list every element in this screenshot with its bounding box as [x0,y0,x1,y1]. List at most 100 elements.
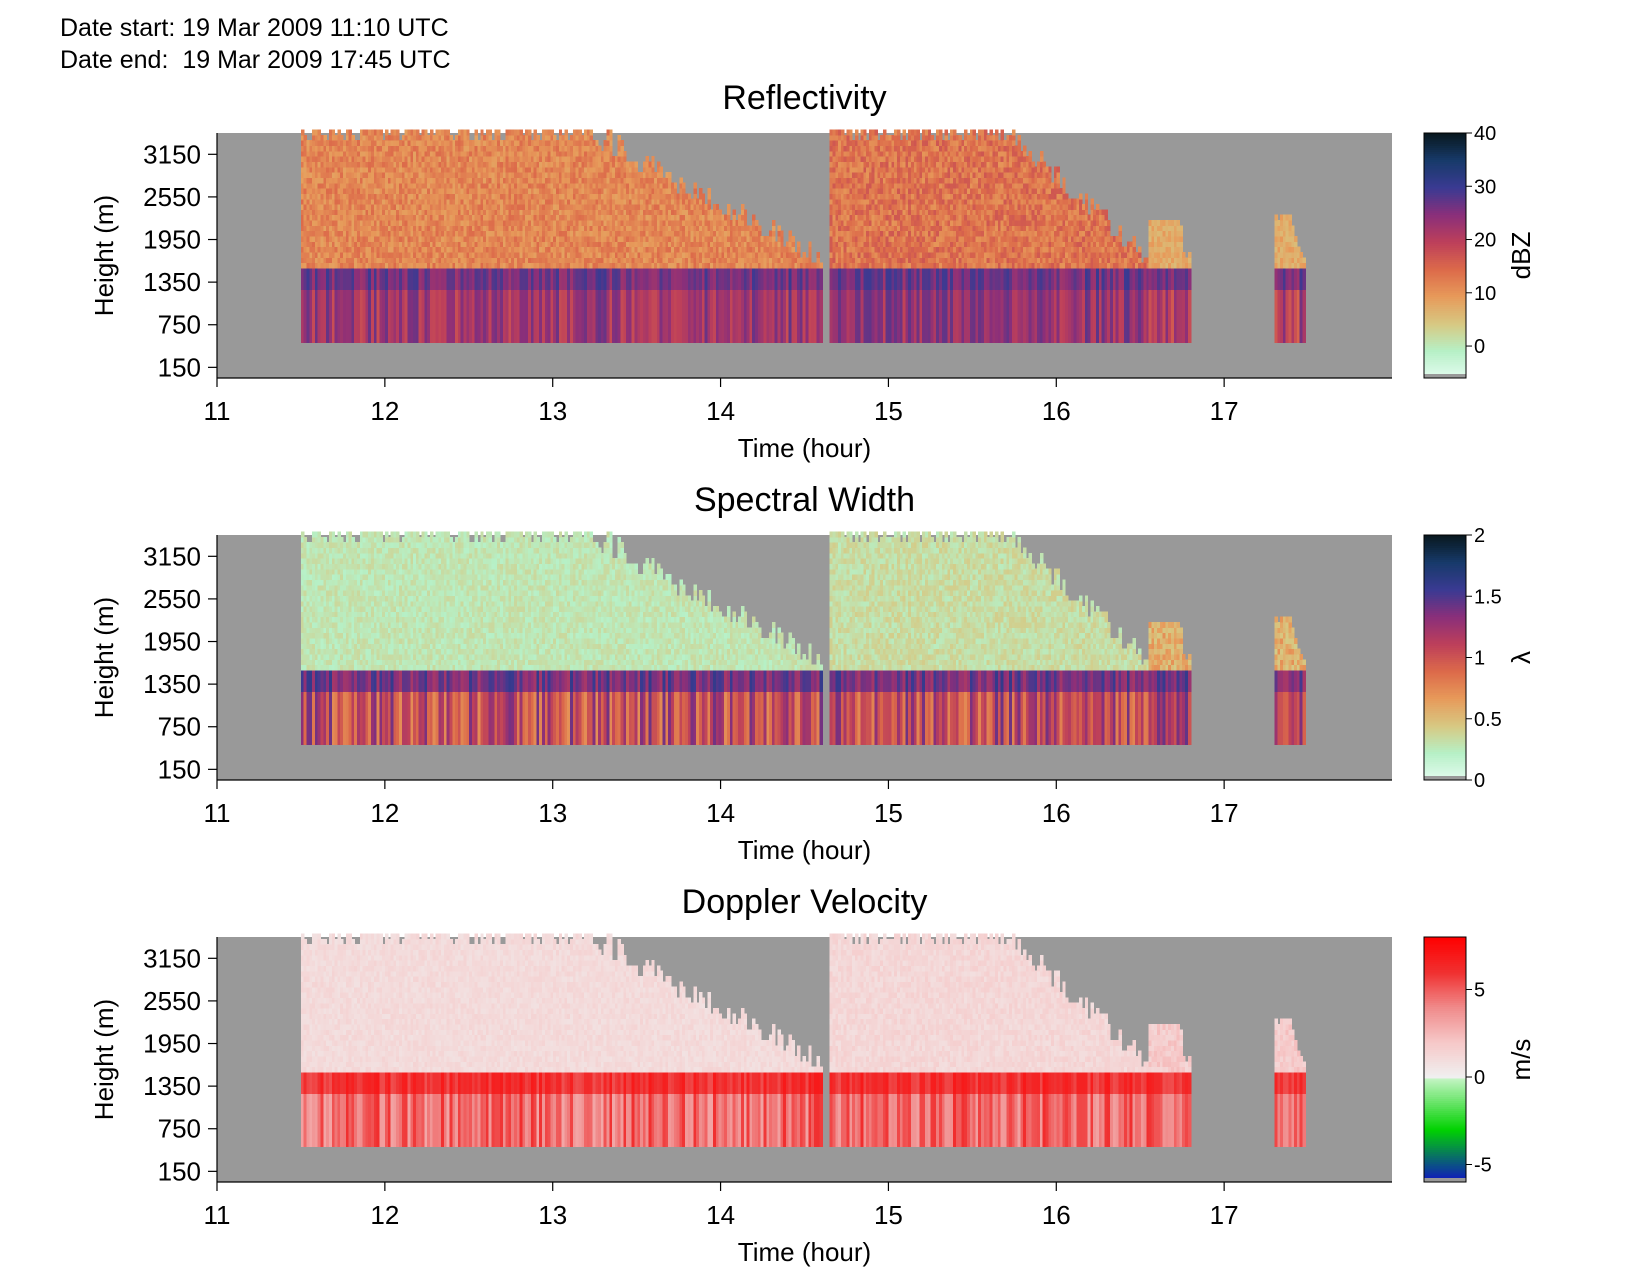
echo-cell [312,273,316,280]
echo-cell [331,182,336,189]
echo-cell [494,188,498,194]
echo-cell [418,140,423,146]
echo-cell [368,331,372,338]
echo-cell [413,172,417,178]
echo-cell [396,134,400,141]
echo-cell [474,220,479,226]
echo-cell [404,246,408,253]
echo-cell [491,214,495,221]
echo-cell [407,289,411,296]
echo-cell [331,283,336,290]
echo-cell [340,283,344,290]
echo-cell [323,337,327,344]
echo-cell [488,262,493,269]
echo-cell [351,150,355,157]
echo-cell [427,198,431,205]
echo-cell [477,140,481,146]
echo-cell [460,278,465,285]
echo-cell [427,182,431,189]
echo-cell [421,188,425,194]
echo-cell [317,225,322,232]
echo-cell [385,172,389,178]
echo-cell [309,278,313,285]
echo-cell [376,251,380,258]
echo-cell [480,262,484,269]
echo-cell [393,267,397,274]
echo-cell [429,273,434,280]
echo-cell [469,289,473,296]
echo-cell [455,177,459,184]
echo-cell [477,315,481,322]
echo-cell [401,193,406,200]
echo-cell [306,172,310,178]
echo-cell [477,294,481,301]
echo-cell [432,150,437,157]
echo-cell [340,220,344,226]
echo-cell [373,321,378,328]
echo-cell [401,225,406,232]
echo-cell [443,273,448,280]
echo-cell [429,310,434,317]
echo-cell [477,177,481,184]
echo-cell [309,251,313,258]
echo-cell [390,321,394,328]
echo-cell [432,214,437,221]
echo-cell [382,140,386,146]
echo-cell [317,278,322,285]
echo-cell [300,278,305,285]
echo-cell [314,331,319,338]
echo-cell [340,310,344,317]
echo-cell [620,140,624,146]
echo-cell [390,198,394,205]
echo-cell [410,198,414,205]
echo-cell [309,321,313,328]
echo-cell [340,225,344,232]
echo-cell [362,305,366,312]
echo-cell [340,166,344,173]
echo-cell [471,209,476,216]
echo-cell [421,214,425,221]
echo-cell [317,150,322,157]
echo-cell [320,337,324,344]
echo-cell [483,337,487,344]
echo-cell [463,251,467,258]
echo-cell [418,331,423,338]
echo-cell [441,177,445,184]
echo-cell [413,220,417,226]
echo-cell [469,150,473,157]
echo-cell [485,257,490,264]
echo-cell [491,156,495,162]
echo-cell [463,257,467,264]
echo-cell [488,321,493,328]
echo-cell [385,257,389,264]
echo-cell [303,204,308,210]
echo-cell [354,246,358,253]
echo-cell [312,134,316,141]
echo-cell [387,305,392,312]
echo-cell [421,326,425,333]
echo-cell [457,225,462,232]
echo-cell [393,172,397,178]
echo-cell [404,193,408,200]
echo-cell [329,182,333,189]
echo-cell [466,161,470,168]
echo-cell [387,145,392,152]
echo-cell [359,289,364,296]
echo-cell [477,156,481,162]
echo-cell [312,278,316,285]
echo-cell [359,166,364,173]
echo-cell [427,337,431,344]
echo-cell [379,251,383,258]
echo-cell [469,156,473,162]
echo-cell [357,326,361,333]
echo-cell [446,305,451,312]
echo-cell [303,236,308,242]
echo-cell [491,299,495,306]
echo-cell [407,251,411,258]
echo-cell [331,220,336,226]
echo-cell [373,278,378,285]
echo-cell [435,299,439,306]
echo-cell [390,129,394,136]
echo-cell [401,262,406,269]
echo-cell [314,182,319,189]
